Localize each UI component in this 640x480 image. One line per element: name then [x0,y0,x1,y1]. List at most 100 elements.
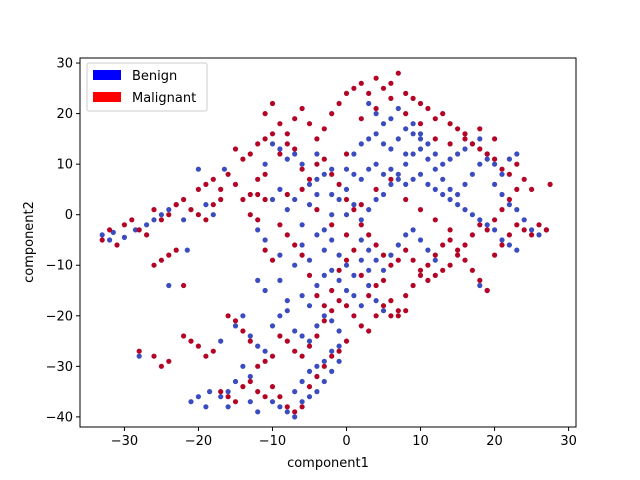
point-malignant [351,207,357,213]
y-tick-label: 0 [65,208,73,223]
point-benign [269,323,276,329]
point-benign [358,217,364,223]
point-malignant [210,202,216,208]
point-benign [314,191,320,198]
point-malignant [218,389,224,395]
point-benign [277,404,283,410]
point-malignant [277,151,283,157]
point-malignant [462,257,468,263]
point-malignant [336,348,342,354]
point-malignant [314,207,320,213]
point-benign [314,176,320,182]
point-benign [395,176,401,182]
point-malignant [144,232,150,238]
point-malignant [173,247,179,253]
point-malignant [225,313,231,319]
point-malignant [536,222,542,228]
point-malignant [477,222,483,228]
point-benign [299,222,305,228]
point-malignant [425,262,431,268]
point-benign [440,191,446,198]
point-benign [292,389,298,395]
point-benign [321,227,327,233]
point-malignant [432,217,438,223]
point-benign [210,212,216,218]
point-malignant [447,141,453,147]
point-malignant [395,308,401,314]
point-malignant [314,293,320,299]
point-benign [277,313,283,319]
point-benign [380,171,387,177]
point-benign [292,151,298,157]
point-malignant [269,353,276,359]
point-malignant [395,70,401,76]
point-benign [403,232,409,238]
point-benign [366,247,372,253]
point-benign [321,313,327,319]
point-malignant [181,282,187,289]
point-malignant [299,186,305,192]
point-benign [262,287,268,294]
point-malignant [306,384,313,390]
point-malignant [240,384,246,390]
point-malignant [158,363,164,369]
point-malignant [529,186,535,192]
point-benign [136,353,142,359]
point-benign [255,227,261,233]
point-malignant [166,358,172,364]
point-benign [410,131,416,137]
point-malignant [447,262,453,268]
point-benign [343,186,350,192]
point-malignant [299,252,305,258]
point-benign [462,181,468,187]
point-benign [366,100,372,107]
point-benign [299,293,305,299]
point-benign [403,126,409,132]
point-malignant [440,111,446,117]
point-malignant [151,262,157,268]
point-benign [388,252,394,258]
point-benign [299,333,305,339]
point-malignant [269,257,276,263]
x-tick-label: 0 [342,434,350,449]
point-benign [181,217,187,223]
point-benign [321,358,327,364]
point-malignant [351,247,357,253]
point-benign [395,105,401,112]
point-benign [107,237,113,243]
point-malignant [255,389,261,395]
legend-label-malignant: Malignant [132,91,196,106]
point-malignant [388,80,394,86]
legend-label-benign: Benign [132,69,177,84]
point-malignant [514,222,520,228]
point-malignant [329,222,335,228]
point-malignant [321,126,327,132]
point-benign [277,277,283,283]
point-malignant [380,303,387,309]
point-benign [110,229,116,235]
point-benign [358,303,364,309]
point-malignant [506,232,512,238]
point-benign [358,176,364,182]
point-malignant [373,242,379,248]
point-malignant [321,363,327,369]
point-benign [329,237,335,243]
point-malignant [151,207,157,213]
point-malignant [432,136,438,142]
point-benign [358,141,364,147]
point-benign [366,282,372,289]
legend: Benign Malignant [86,62,208,112]
point-malignant [321,303,327,309]
point-benign [403,181,409,187]
point-benign [529,227,535,233]
point-malignant [343,338,350,344]
point-benign [514,151,520,157]
point-malignant [284,141,290,147]
point-benign [306,303,313,309]
point-benign [388,116,394,122]
point-malignant [225,171,231,177]
point-malignant [388,298,394,304]
point-malignant [358,202,364,208]
point-benign [395,136,401,142]
point-benign [417,171,424,177]
